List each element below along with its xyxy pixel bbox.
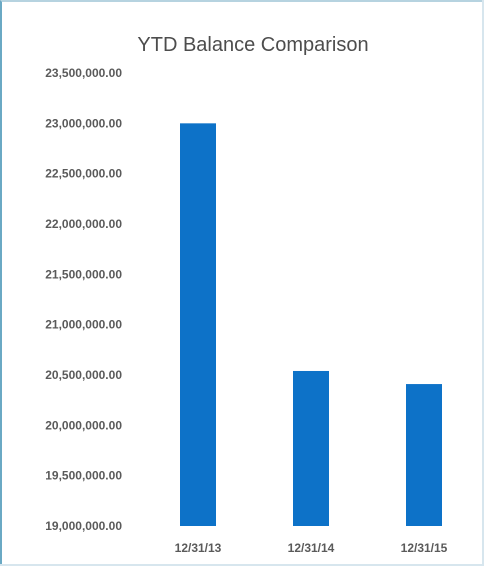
frame-bottom-edge: [0, 564, 484, 566]
bar: [180, 123, 216, 526]
x-category-label: 12/31/13: [175, 541, 222, 555]
bar: [406, 384, 442, 526]
bars: [180, 123, 442, 526]
y-tick-label: 20,000,000.00: [45, 418, 122, 432]
frame-right-edge: [482, 0, 484, 566]
x-axis-labels: 12/31/13 12/31/14 12/31/15: [175, 541, 448, 555]
y-tick-label: 22,000,000.00: [45, 217, 122, 231]
chart-title: YTD Balance Comparison: [137, 34, 369, 56]
y-tick-label: 23,000,000.00: [45, 116, 122, 130]
x-category-label: 12/31/14: [288, 541, 335, 555]
x-category-label: 12/31/15: [401, 541, 448, 555]
y-axis-ticks: 23,500,000.00 23,000,000.00 22,500,000.00 2…: [45, 66, 122, 533]
y-tick-label: 20,500,000.00: [45, 368, 122, 382]
y-tick-label: 19,000,000.00: [45, 519, 122, 533]
y-tick-label: 23,500,000.00: [45, 66, 122, 80]
bar: [293, 370, 329, 526]
y-tick-label: 19,500,000.00: [45, 469, 122, 483]
y-tick-label: 22,500,000.00: [45, 167, 122, 181]
y-tick-label: 21,500,000.00: [45, 267, 122, 281]
y-tick-label: 21,000,000.00: [45, 318, 122, 332]
